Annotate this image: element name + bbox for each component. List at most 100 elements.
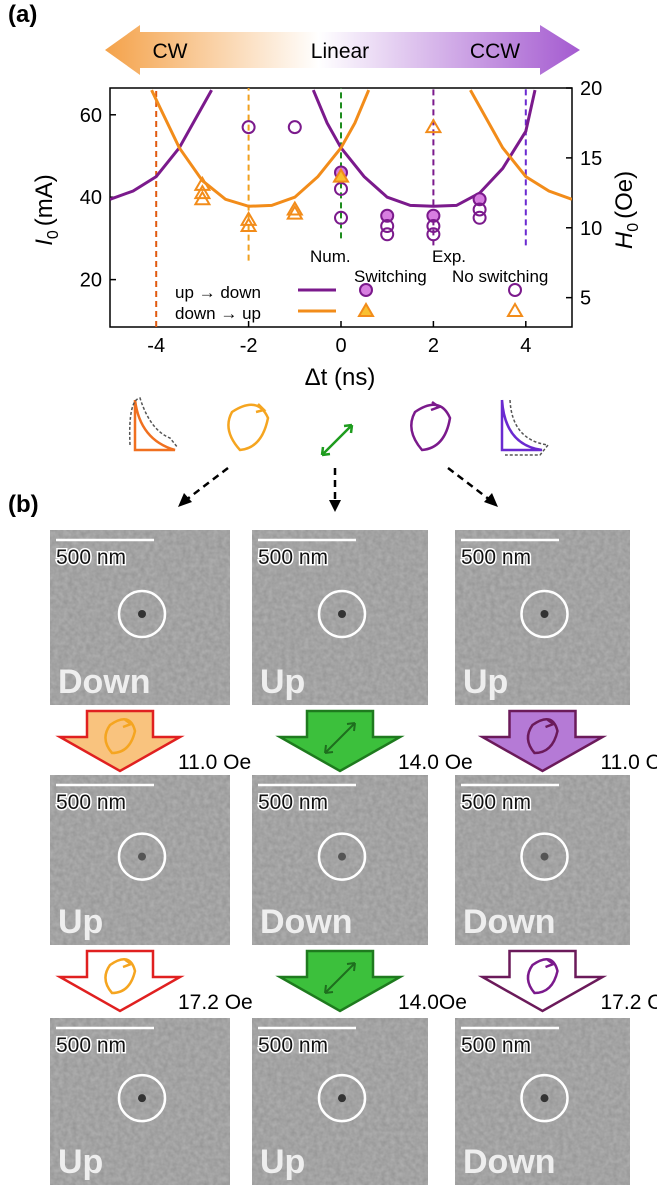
field-icon xyxy=(526,957,559,995)
triangle-marker xyxy=(239,217,258,233)
circle-marker xyxy=(241,120,256,135)
state-label: Up xyxy=(260,663,305,701)
legend-marker xyxy=(357,302,375,317)
triangle-marker xyxy=(286,200,304,216)
x-tick-label: -2 xyxy=(240,335,258,357)
legend-header: Num. xyxy=(310,247,351,266)
triangle-marker xyxy=(193,184,212,200)
field-arrow xyxy=(55,949,185,1013)
skyrmion-spot xyxy=(138,610,146,618)
y-label-subscript: 0 xyxy=(45,230,62,239)
scale-label: 500 nm xyxy=(461,791,531,814)
field-label: 17.2 Oe xyxy=(601,991,657,1014)
skyrmion-spot xyxy=(338,1094,346,1103)
legend-marker xyxy=(359,283,373,297)
scale-label: 500 nm xyxy=(258,791,328,814)
skyrmion-circle xyxy=(317,589,367,639)
state-label: Down xyxy=(260,903,353,941)
arrow-label: Linear xyxy=(311,40,369,63)
x-tick-label: 0 xyxy=(335,335,346,357)
scale-label: 500 nm xyxy=(258,1034,328,1057)
y-axis-label: I0 (mA) xyxy=(31,174,62,246)
arrow-label: CCW xyxy=(470,40,520,63)
skyrmion-spot xyxy=(338,610,346,618)
legend-header: Switching xyxy=(354,267,427,286)
legend-marker xyxy=(508,283,522,297)
field-label: 11.0 Oe xyxy=(178,751,251,774)
scale-label: 500 nm xyxy=(461,1034,531,1057)
circle-marker xyxy=(287,120,302,135)
dashed-arrows xyxy=(185,467,491,502)
panel-label: (a) xyxy=(8,1,37,28)
skyrmion-circle xyxy=(520,1073,569,1123)
y2-label-symbol: H xyxy=(611,231,638,249)
field-icon xyxy=(324,722,356,754)
y2-tick-label: 10 xyxy=(580,218,602,240)
circle-marker xyxy=(426,219,441,234)
x-tick-label: -4 xyxy=(147,335,165,357)
state-label: Up xyxy=(58,903,103,941)
skyrmion-circle xyxy=(317,1073,367,1123)
y-tick-label: 40 xyxy=(80,187,102,209)
scale-label: 500 nm xyxy=(258,546,328,569)
skyrmion-circle xyxy=(520,589,569,639)
y-tick-label: 60 xyxy=(80,105,102,127)
state-label: Down xyxy=(463,903,556,941)
field-icon xyxy=(104,717,137,755)
field-arrow xyxy=(477,949,608,1013)
circle-marker xyxy=(426,227,441,242)
y2-axis-label: H0 (Oe) xyxy=(611,171,642,249)
skyrmion-spot xyxy=(138,1094,146,1103)
field-arrow xyxy=(55,709,185,773)
circle-marker xyxy=(334,210,348,225)
y2-label-unit: (Oe) xyxy=(611,171,638,219)
skyrmion-circle xyxy=(117,1073,167,1123)
plot-area xyxy=(110,88,572,327)
scale-label: 500 nm xyxy=(461,546,531,569)
circle-marker xyxy=(472,202,487,217)
y-tick-label: 20 xyxy=(80,270,102,292)
y-label-unit: (mA) xyxy=(31,174,58,226)
field-icon xyxy=(526,717,559,755)
scale-label: 500 nm xyxy=(56,791,126,814)
y-label-symbol: I xyxy=(31,239,58,246)
skyrmion-circle xyxy=(520,832,569,881)
x-axis-label: Δt (ns) xyxy=(305,364,376,391)
circle-marker xyxy=(380,208,395,223)
field-label: 14.0 Oe xyxy=(398,751,473,774)
legend-label: down → up xyxy=(175,304,261,323)
y2-tick-label: 5 xyxy=(580,288,591,310)
triangle-marker xyxy=(193,175,212,191)
x-tick-label: 4 xyxy=(520,335,531,357)
y2-tick-label: 20 xyxy=(580,78,602,100)
state-label: Up xyxy=(260,1143,305,1181)
micrograph-noise xyxy=(252,530,428,705)
y2-tick-label: 15 xyxy=(580,148,602,170)
state-label: Down xyxy=(463,1143,556,1181)
skyrmion-circle xyxy=(317,832,367,881)
skyrmion-spot xyxy=(138,852,146,861)
scale-label: 500 nm xyxy=(56,546,126,569)
skyrmion-circle xyxy=(117,589,167,639)
legend-marker xyxy=(506,302,524,317)
line-series xyxy=(110,89,537,208)
field-icon xyxy=(104,957,137,995)
circle-marker xyxy=(380,227,395,242)
field-arrow xyxy=(275,949,405,1013)
field-arrow xyxy=(477,709,608,773)
field-arrow xyxy=(275,709,405,773)
x-tick-label: 2 xyxy=(428,335,439,357)
field-icon xyxy=(324,962,356,994)
legend-header: No switching xyxy=(452,267,548,286)
circle-marker xyxy=(426,208,441,223)
circle-marker xyxy=(472,192,487,207)
y2-label-subscript: 0 xyxy=(625,223,642,232)
triangle-marker xyxy=(332,167,350,183)
skyrmion-circle xyxy=(117,832,167,881)
skyrmion-spot xyxy=(540,610,549,618)
line-series xyxy=(150,89,572,208)
legend-label: up → down xyxy=(175,283,261,302)
skyrmion-spot xyxy=(540,852,549,861)
chirality-arrow xyxy=(105,25,580,75)
